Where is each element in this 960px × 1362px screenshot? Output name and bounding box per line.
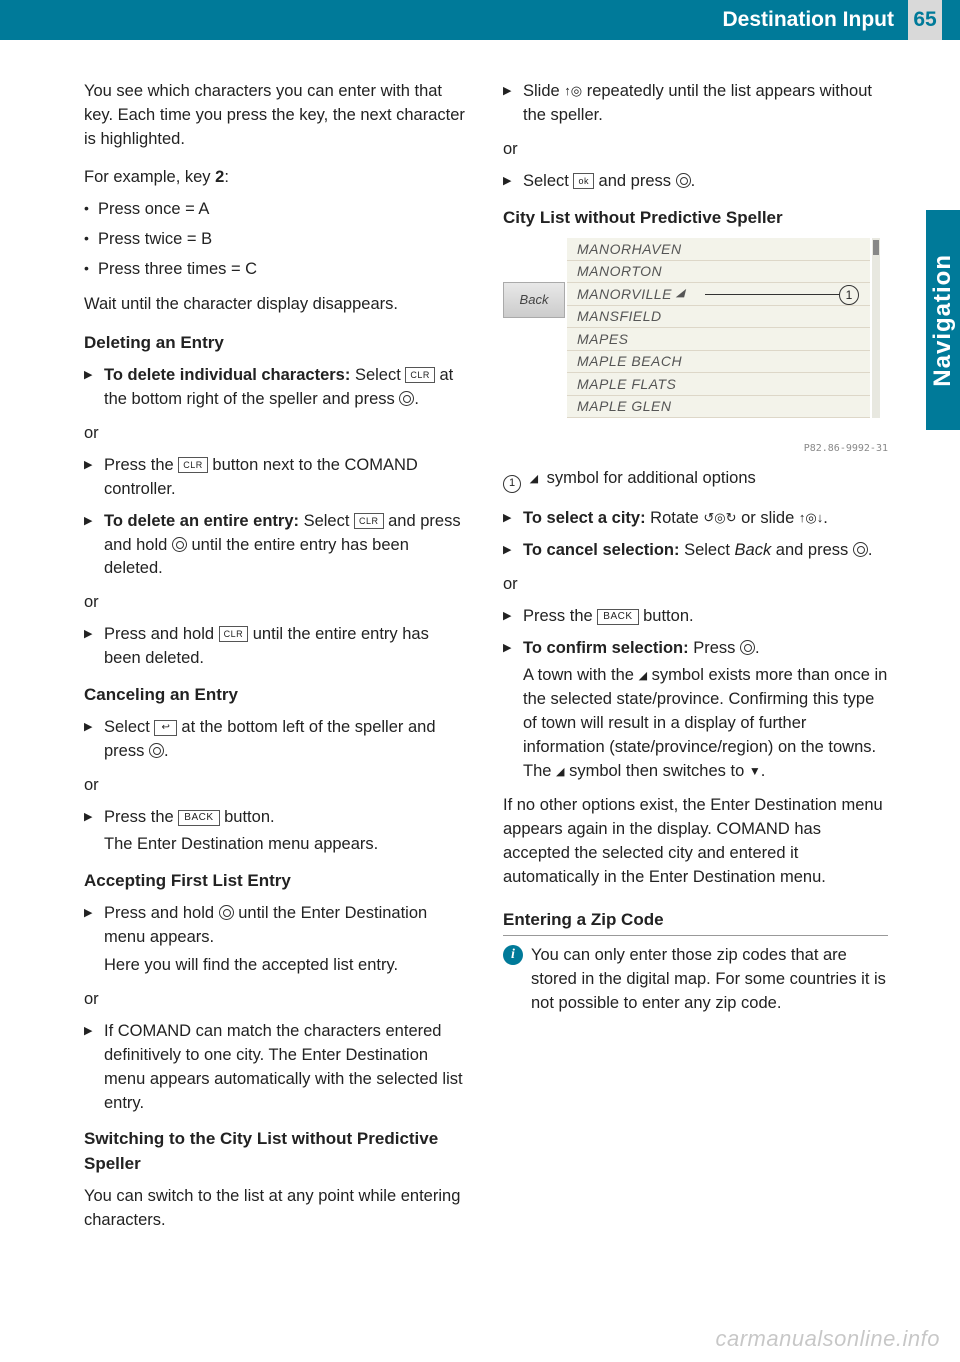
options-tri-icon: ◢: [676, 286, 685, 302]
step-item: To cancel selection: Select Back and pre…: [503, 539, 888, 563]
wait-text: Wait until the character display disappe…: [84, 293, 469, 317]
or-text: or: [84, 422, 469, 446]
city-list-screenshot: Back MANORHAVEN MANORTON MANORVILLE◢ MAN…: [503, 238, 888, 438]
step-item: Press and hold CLR until the entire entr…: [84, 623, 469, 671]
clr-button-icon: CLR: [219, 626, 249, 642]
list-row: MANSFIELD: [567, 306, 870, 329]
press-icon: [149, 743, 164, 758]
or-text: or: [503, 573, 888, 597]
options-tri-icon: ◢: [530, 473, 538, 485]
closing-paragraph: If no other options exist, the Enter Des…: [503, 794, 888, 890]
step-item: Press the BACK button.: [503, 605, 888, 629]
key-press-list: Press once = A Press twice = B Press thr…: [84, 198, 469, 282]
step-item: Press the BACK button. The Enter Destina…: [84, 806, 469, 858]
image-id: P82.86-9992-31: [503, 442, 888, 457]
screenshot-back-button: Back: [503, 282, 565, 318]
down-triangle-icon: ▼: [749, 764, 761, 778]
step-item: Press the CLR button next to the COMAND …: [84, 454, 469, 502]
section-tab: Navigation: [926, 210, 960, 430]
heading-citylist: City List without Predictive Speller: [503, 206, 888, 231]
press-icon: [172, 537, 187, 552]
step-item: Select ↩ at the bottom left of the spell…: [84, 716, 469, 764]
list-item: Press once = A: [84, 198, 469, 222]
or-text: or: [503, 138, 888, 162]
step-item: To delete individual characters: Select …: [84, 364, 469, 412]
or-text: or: [84, 774, 469, 798]
callout-line: [705, 294, 839, 295]
press-icon: [740, 640, 755, 655]
or-text: or: [84, 591, 469, 615]
press-icon: [399, 391, 414, 406]
legend-line: 1 ◢ symbol for additional options: [503, 467, 888, 493]
list-row: MAPLE GLEN: [567, 396, 870, 419]
list-row: MAPLE BEACH: [567, 351, 870, 374]
delete-steps: To delete individual characters: Select …: [84, 364, 469, 412]
slide-vertical-icon: ↑◎↓: [799, 510, 823, 525]
list-row: MANORTON: [567, 261, 870, 284]
clr-button-icon: CLR: [405, 367, 435, 383]
step-item: To select a city: Rotate ↺◎↻ or slide ↑◎…: [503, 507, 888, 531]
back-arrow-icon: ↩: [154, 720, 176, 736]
step-item: Slide ↑◎ repeatedly until the list appea…: [503, 80, 888, 128]
list-item: Press twice = B: [84, 228, 469, 252]
step-item: To confirm selection: Press . A town wit…: [503, 637, 888, 785]
page-header: Destination Input 65: [0, 0, 960, 40]
step-item: If COMAND can match the characters enter…: [84, 1020, 469, 1116]
watermark: carmanualsonline.info: [715, 1326, 940, 1352]
info-icon: i: [503, 945, 523, 965]
back-button-icon: BACK: [178, 810, 219, 826]
or-text: or: [84, 988, 469, 1012]
options-tri-icon: ◢: [639, 670, 647, 682]
left-column: You see which characters you can enter w…: [84, 80, 469, 1241]
press-icon: [676, 173, 691, 188]
clr-button-icon: CLR: [178, 457, 208, 473]
press-icon: [219, 905, 234, 920]
content-area: You see which characters you can enter w…: [84, 80, 888, 1241]
heading-zipcode: Entering a Zip Code: [503, 908, 888, 937]
section-tab-label: Navigation: [929, 254, 957, 387]
manual-page: Destination Input 65 Navigation You see …: [0, 0, 960, 1362]
heading-switching: Switching to the City List without Predi…: [84, 1127, 469, 1176]
heading-canceling: Canceling an Entry: [84, 683, 469, 708]
ok-button-icon: ok: [573, 173, 594, 189]
step-item: Press and hold until the Enter Destinati…: [84, 902, 469, 978]
screenshot-list: MANORHAVEN MANORTON MANORVILLE◢ MANSFIEL…: [567, 238, 870, 418]
step-item: Select ok and press .: [503, 170, 888, 194]
options-tri-icon: ◢: [556, 766, 564, 778]
intro-text-1: You see which characters you can enter w…: [84, 80, 469, 152]
header-title: Destination Input: [723, 8, 895, 32]
page-number: 65: [908, 0, 942, 40]
info-note: i You can only enter those zip codes tha…: [503, 944, 888, 1016]
switch-text: You can switch to the list at any point …: [84, 1185, 469, 1233]
step-item: To delete an entire entry: Select CLR an…: [84, 510, 469, 582]
right-column: Slide ↑◎ repeatedly until the list appea…: [503, 80, 888, 1241]
list-row: MAPES: [567, 328, 870, 351]
back-button-icon: BACK: [597, 609, 638, 625]
press-icon: [853, 542, 868, 557]
heading-deleting: Deleting an Entry: [84, 331, 469, 356]
list-row: MAPLE FLATS: [567, 373, 870, 396]
heading-accepting: Accepting First List Entry: [84, 869, 469, 894]
slide-up-icon: ↑◎: [564, 83, 582, 98]
list-item: Press three times = C: [84, 258, 469, 282]
list-row: MANORHAVEN: [567, 238, 870, 261]
rotate-icon: ↺◎↻: [703, 510, 736, 525]
callout-ref-icon: 1: [503, 475, 521, 493]
screenshot-scrollbar: [872, 238, 880, 418]
clr-button-icon: CLR: [354, 513, 384, 529]
intro-text-2: For example, key 2:: [84, 166, 469, 190]
